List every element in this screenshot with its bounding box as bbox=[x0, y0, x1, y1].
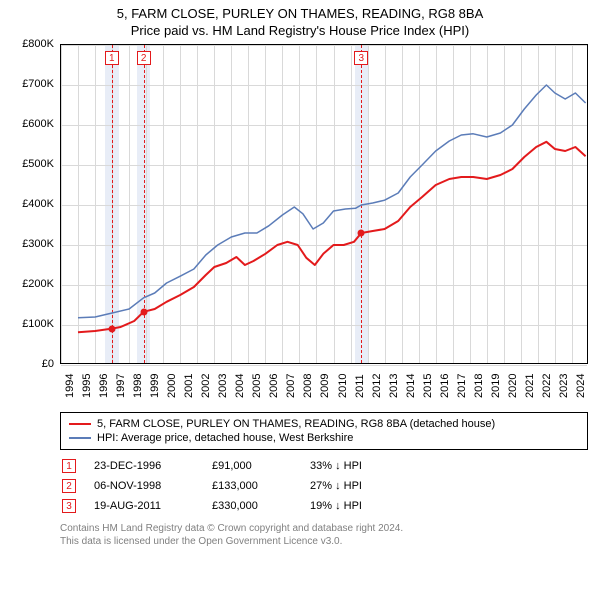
x-axis-label: 2008 bbox=[302, 374, 314, 398]
x-axis-label: 2013 bbox=[388, 374, 400, 398]
y-axis-label: £600K bbox=[10, 118, 54, 130]
legend-swatch bbox=[69, 437, 91, 439]
title-line1: 5, FARM CLOSE, PURLEY ON THAMES, READING… bbox=[10, 6, 590, 21]
sale-diff: 27% ↓ HPI bbox=[310, 480, 362, 492]
x-axis-label: 2001 bbox=[183, 374, 195, 398]
legend-swatch bbox=[69, 423, 91, 425]
x-axis-label: 1997 bbox=[115, 374, 127, 398]
sale-point bbox=[140, 308, 147, 315]
sales-row: 1 23-DEC-1996 £91,000 33% ↓ HPI bbox=[60, 456, 590, 476]
sales-row: 2 06-NOV-1998 £133,000 27% ↓ HPI bbox=[60, 476, 590, 496]
y-axis-label: £800K bbox=[10, 38, 54, 50]
sales-marker-icon: 1 bbox=[62, 459, 76, 473]
sale-price: £91,000 bbox=[212, 460, 292, 472]
y-axis-label: £0 bbox=[10, 358, 54, 370]
x-axis-label: 2022 bbox=[541, 374, 553, 398]
chart-titles: 5, FARM CLOSE, PURLEY ON THAMES, READING… bbox=[10, 6, 590, 38]
x-axis-label: 2020 bbox=[507, 374, 519, 398]
x-axis-label: 2002 bbox=[200, 374, 212, 398]
x-axis-label: 2005 bbox=[251, 374, 263, 398]
x-axis-label: 2016 bbox=[439, 374, 451, 398]
x-axis-label: 2019 bbox=[490, 374, 502, 398]
x-axis-label: 2004 bbox=[234, 374, 246, 398]
sale-price: £133,000 bbox=[212, 480, 292, 492]
x-axis-label: 2006 bbox=[268, 374, 280, 398]
chart-area: 123 £0 £100K £200K £300K £400K £500K £600K £700K… bbox=[10, 44, 590, 406]
sale-point bbox=[108, 325, 115, 332]
title-line2: Price paid vs. HM Land Registry's House … bbox=[10, 23, 590, 38]
x-axis-label: 2010 bbox=[337, 374, 349, 398]
x-axis-label: 2015 bbox=[422, 374, 434, 398]
legend: 5, FARM CLOSE, PURLEY ON THAMES, READING… bbox=[60, 412, 588, 450]
sale-date: 19-AUG-2011 bbox=[94, 500, 194, 512]
x-axis-label: 2024 bbox=[575, 374, 587, 398]
sales-marker-icon: 2 bbox=[62, 479, 76, 493]
y-axis-label: £200K bbox=[10, 278, 54, 290]
sale-point bbox=[358, 230, 365, 237]
x-axis-label: 2023 bbox=[558, 374, 570, 398]
sale-diff: 33% ↓ HPI bbox=[310, 460, 362, 472]
y-axis-label: £400K bbox=[10, 198, 54, 210]
footer-line2: This data is licensed under the Open Gov… bbox=[60, 535, 590, 548]
y-axis-label: £500K bbox=[10, 158, 54, 170]
legend-item: 5, FARM CLOSE, PURLEY ON THAMES, READING… bbox=[69, 417, 579, 431]
plot-area: 123 bbox=[60, 44, 588, 364]
series-hpi bbox=[78, 85, 586, 318]
x-axis-label: 1994 bbox=[64, 374, 76, 398]
x-axis-label: 2000 bbox=[166, 374, 178, 398]
sales-row: 3 19-AUG-2011 £330,000 19% ↓ HPI bbox=[60, 496, 590, 516]
x-axis-label: 1996 bbox=[98, 374, 110, 398]
x-axis-label: 2018 bbox=[473, 374, 485, 398]
x-axis-label: 1995 bbox=[81, 374, 93, 398]
sale-date: 23-DEC-1996 bbox=[94, 460, 194, 472]
legend-item: HPI: Average price, detached house, West… bbox=[69, 431, 579, 445]
x-axis-label: 2009 bbox=[319, 374, 331, 398]
x-axis-label: 2007 bbox=[285, 374, 297, 398]
gridline-h bbox=[61, 365, 587, 366]
x-axis-label: 1999 bbox=[149, 374, 161, 398]
footer: Contains HM Land Registry data © Crown c… bbox=[60, 522, 590, 548]
x-axis-label: 2012 bbox=[371, 374, 383, 398]
series-price_paid bbox=[78, 142, 586, 332]
series-lines bbox=[61, 45, 589, 365]
x-axis-label: 2017 bbox=[456, 374, 468, 398]
footer-line1: Contains HM Land Registry data © Crown c… bbox=[60, 522, 590, 535]
x-axis-label: 2021 bbox=[524, 374, 536, 398]
legend-label: HPI: Average price, detached house, West… bbox=[97, 432, 353, 444]
y-axis-label: £100K bbox=[10, 318, 54, 330]
x-axis-label: 2011 bbox=[354, 374, 366, 398]
sale-price: £330,000 bbox=[212, 500, 292, 512]
sale-diff: 19% ↓ HPI bbox=[310, 500, 362, 512]
legend-label: 5, FARM CLOSE, PURLEY ON THAMES, READING… bbox=[97, 418, 495, 430]
sales-table: 1 23-DEC-1996 £91,000 33% ↓ HPI 2 06-NOV-1998… bbox=[60, 456, 590, 516]
x-axis-label: 2003 bbox=[217, 374, 229, 398]
x-axis-label: 1998 bbox=[132, 374, 144, 398]
sales-marker-icon: 3 bbox=[62, 499, 76, 513]
x-axis-label: 2014 bbox=[405, 374, 417, 398]
y-axis-label: £700K bbox=[10, 78, 54, 90]
sale-date: 06-NOV-1998 bbox=[94, 480, 194, 492]
y-axis-label: £300K bbox=[10, 238, 54, 250]
